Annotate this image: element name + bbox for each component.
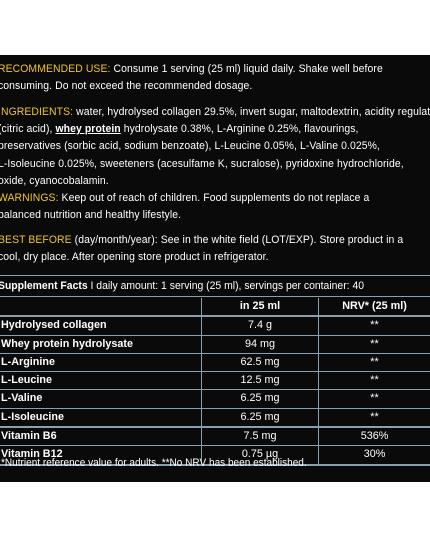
ingredient-amount: 7.5 mg (202, 428, 319, 446)
supplement-facts-footnote: *Nutrient reference value for adults. **… (1, 457, 307, 469)
ingredient-nrv: 30% (363, 448, 386, 461)
ingredient-nrv: ** (370, 392, 379, 405)
recommended-use-section: RECOMMENDED USE: Consume 1 serving (25 m… (0, 61, 407, 95)
table-row: L-Valine 6.25 mg ** (0, 390, 430, 409)
table-row: Vitamin B12 0.75 µg 30% (0, 446, 430, 466)
recommended-use-text: Consume 1 serving (25 ml) liquid daily. … (110, 63, 383, 75)
table-row: L-Arginine 62.5 mg ** (0, 353, 430, 373)
best-before-heading: BEST BEFORE (0, 234, 72, 246)
supplement-facts-table: in 25 ml NRV* (25 ml) Hydrolysed collage… (0, 298, 430, 466)
ingredient-amount: 12.5 mg (202, 372, 319, 390)
warnings-heading: WARNINGS: (0, 192, 59, 204)
warnings-text: balanced nutrition and healthy lifestyle… (0, 209, 182, 222)
ingredients-text: hydrolysate 0.38%, L-Arginine 0.25%, fla… (120, 123, 359, 136)
header-ingredient (1, 298, 202, 316)
recommended-use-text: consuming. Do not exceed the recommended… (0, 80, 253, 93)
ingredient-amount: 6.25 mg (202, 408, 319, 427)
ingredient-name: Hydrolysed collagen (1, 317, 202, 335)
header-amount: in 25 ml (202, 298, 319, 316)
ingredient-amount: 62.5 mg (202, 353, 319, 372)
ingredient-nrv: ** (370, 374, 379, 387)
ingredients-text: (citric acid), (0, 123, 56, 136)
ingredients-text: oxide, cyanocobalamin. (0, 174, 109, 187)
ingredient-name: Whey protein hydrolysate (1, 335, 202, 353)
ingredients-text: L-Isoleucine 0.025%, sweeteners (acesulf… (0, 157, 404, 170)
ingredient-nrv: ** (370, 410, 379, 423)
best-before-section: BEST BEFORE (day/month/year): See in the… (0, 232, 407, 266)
header-nrv: NRV* (25 ml) (342, 300, 407, 312)
facts-top-rule (0, 275, 430, 277)
best-before-text: cool, dry place. After opening store pro… (0, 251, 269, 264)
ingredient-nrv: 536% (360, 430, 389, 443)
table-row: Vitamin B6 7.5 mg 536% (0, 428, 430, 447)
warnings-text: Keep out of reach of children. Food supp… (58, 192, 370, 204)
ingredient-amount: 7.4 g (202, 317, 319, 335)
table-header-row: in 25 ml NRV* (25 ml) (0, 298, 430, 318)
best-before-text: (day/month/year): See in the white field… (71, 234, 404, 246)
supplement-label-panel: RECOMMENDED USE: Consume 1 serving (25 m… (0, 55, 430, 482)
ingredient-amount: 94 mg (202, 335, 319, 353)
supplement-facts-heading: Supplement Facts (0, 280, 88, 292)
ingredient-amount: 6.25 mg (202, 390, 319, 408)
facts-title-rule (0, 296, 430, 298)
ingredient-name: L-Isoleucine (1, 408, 202, 427)
supplement-facts-subtitle: I daily amount: 1 serving (25 ml), servi… (87, 280, 365, 292)
table-row: L-Leucine 12.5 mg ** (0, 372, 430, 391)
recommended-use-heading: RECOMMENDED USE: (0, 63, 111, 75)
table-row: Hydrolysed collagen 7.4 g ** (0, 317, 430, 336)
warnings-section: WARNINGS: Keep out of reach of children.… (0, 190, 407, 224)
ingredient-name: L-Arginine (1, 353, 202, 372)
table-row: Whey protein hydrolysate 94 mg ** (0, 335, 430, 354)
ingredients-section: INGREDIENTS: water, hydrolysed collagen … (0, 104, 430, 190)
table-row: L-Isoleucine 6.25 mg ** (0, 408, 430, 429)
ingredient-nrv: ** (370, 355, 379, 368)
ingredient-name: Vitamin B6 (1, 428, 202, 446)
ingredient-name: L-Valine (1, 390, 202, 408)
ingredient-name: L-Leucine (1, 372, 202, 390)
ingredient-nrv: ** (370, 319, 379, 332)
supplement-facts-title: Supplement Facts I daily amount: 1 servi… (0, 279, 364, 293)
ingredient-nrv: ** (370, 337, 379, 350)
ingredients-text: preservatives (sorbic acid, sodium benzo… (0, 140, 380, 153)
ingredient-amount: 0.75 µg (202, 446, 319, 464)
whey-protein-emphasis: whey protein (55, 123, 121, 136)
ingredients-text: water, hydrolysed collagen 29.5%, invert… (73, 106, 430, 118)
ingredients-heading: INGREDIENTS: (0, 106, 74, 118)
ingredient-name: Vitamin B12 (1, 446, 202, 464)
